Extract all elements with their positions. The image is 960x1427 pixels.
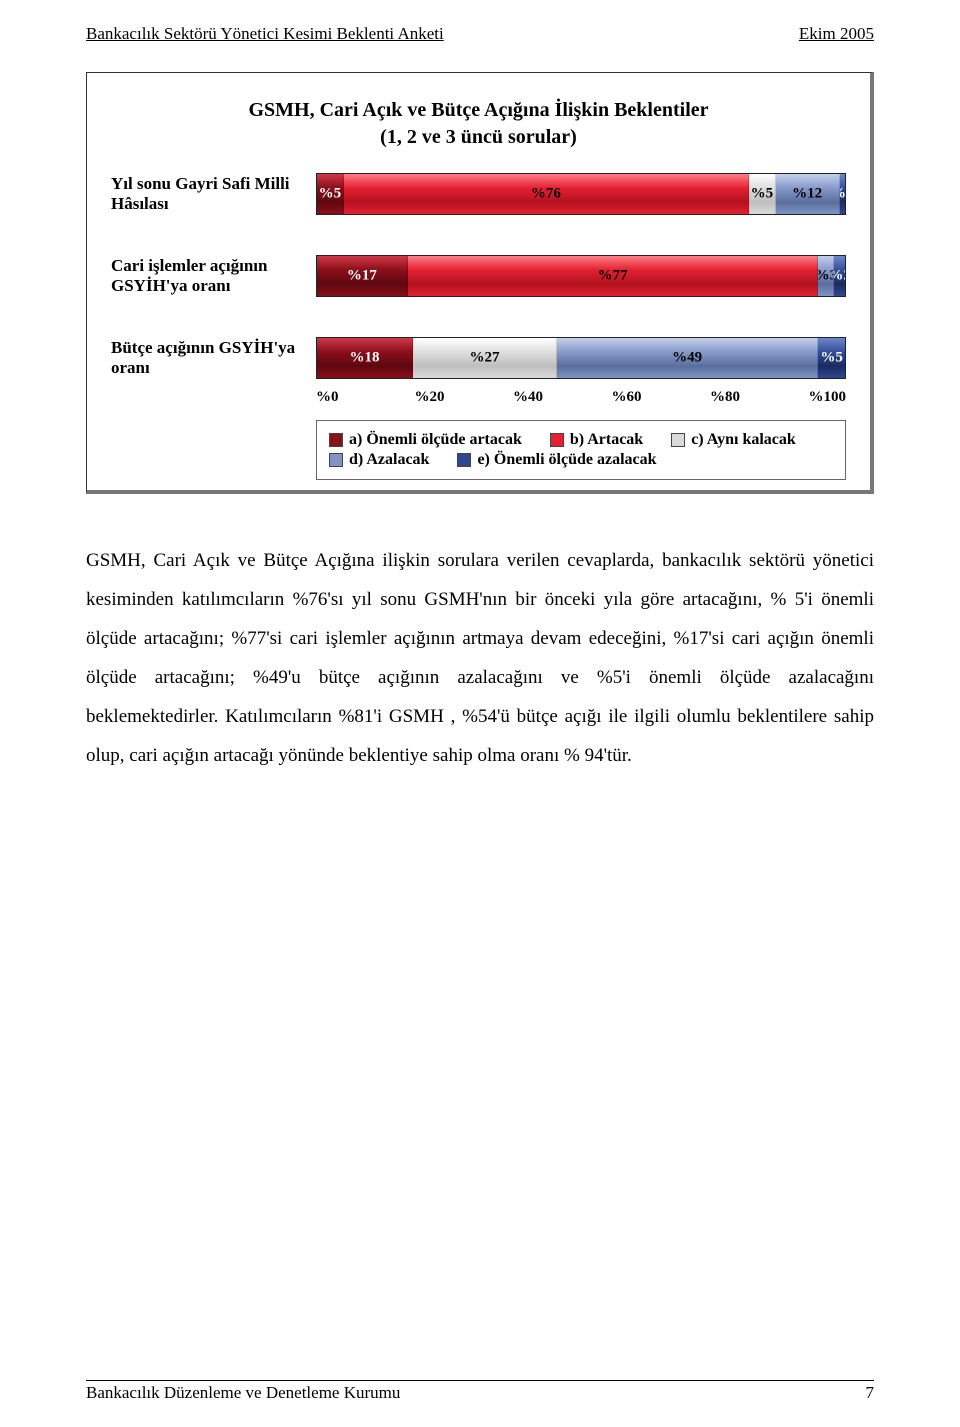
swatch-d [329,453,343,467]
bar-segment-a: %18 [317,338,413,378]
bar-segment-c: %5 [749,174,776,214]
swatch-b [550,433,564,447]
bar-segment-label: %76 [531,186,561,203]
bar-segment-label: %12 [792,186,822,203]
legend-item-e: e) Önemli ölçüde azalacak [457,451,656,469]
chart-title: GSMH, Cari Açık ve Bütçe Açığına İlişkin… [111,97,846,151]
chart-legend: a) Önemli ölçüde artacak b) Artacak c) A… [316,420,846,480]
header-right: Ekim 2005 [799,24,874,44]
chart-row: Cari işlemler açığının GSYİH'ya oranı%17… [111,255,846,297]
axis-tick: %100 [809,389,847,406]
footer-page-number: 7 [866,1383,875,1403]
legend-label-b: b) Artacak [570,431,643,449]
chart-container: GSMH, Cari Açık ve Bütçe Açığına İlişkin… [86,72,874,494]
bar-segment-d: %3 [818,256,834,296]
bar-segment-label: %2 [834,268,845,285]
axis-tick: %20 [415,389,514,406]
axis-tick: %40 [513,389,612,406]
bar-segment-label: %5 [319,186,342,203]
swatch-c [671,433,685,447]
legend-label-c: c) Aynı kalacak [691,431,796,449]
axis-tick: %0 [316,389,415,406]
bar-segment-a: %5 [317,174,344,214]
bar-segment-a: %17 [317,256,408,296]
chart-title-line1: GSMH, Cari Açık ve Bütçe Açığına İlişkin… [249,99,709,121]
bar-segment-label: %18 [350,350,380,367]
legend-item-c: c) Aynı kalacak [671,431,796,449]
chart-x-axis: %0%20%40%60%80%100 [316,389,846,406]
bar-segment-label: %3 [818,268,834,285]
chart-row-label: Cari işlemler açığının GSYİH'ya oranı [111,256,316,296]
bar-segment-e: %1 [840,174,845,214]
bar-segment-label: %77 [597,268,627,285]
stacked-bar: %18 %27 %49 %5 [316,337,846,379]
axis-tick: %60 [612,389,711,406]
page-footer: Bankacılık Düzenleme ve Denetleme Kurumu… [86,1380,874,1403]
chart-row-label: Bütçe açığının GSYİH'ya oranı [111,338,316,378]
bar-segment-label: %49 [672,350,702,367]
stacked-bar: %17 %77 %3%2 [316,255,846,297]
chart-row: Yıl sonu Gayri Safi Milli Hâsılası%5%76%… [111,173,846,215]
bar-segment-d: %12 [776,174,840,214]
legend-label-d: d) Azalacak [349,451,429,469]
axis-tick: %80 [710,389,809,406]
bar-segment-b: %77 [408,256,819,296]
swatch-e [457,453,471,467]
swatch-a [329,433,343,447]
chart-row-label: Yıl sonu Gayri Safi Milli Hâsılası [111,174,316,214]
legend-label-a: a) Önemli ölçüde artacak [349,431,522,449]
header-left: Bankacılık Sektörü Yönetici Kesimi Bekle… [86,24,444,44]
bar-segment-b: %76 [344,174,749,214]
bar-segment-c: %27 [413,338,557,378]
page-header: Bankacılık Sektörü Yönetici Kesimi Bekle… [86,24,874,44]
body-paragraph-text: GSMH, Cari Açık ve Bütçe Açığına ilişkin… [86,550,874,766]
bar-segment-label: %5 [820,350,843,367]
legend-label-e: e) Önemli ölçüde azalacak [477,451,656,469]
legend-item-a: a) Önemli ölçüde artacak [329,431,522,449]
chart-title-line2: (1, 2 ve 3 üncü sorular) [380,126,577,148]
legend-item-d: d) Azalacak [329,451,429,469]
bar-segment-d: %49 [557,338,818,378]
bar-segment-e: %2 [834,256,845,296]
bar-segment-e: %5 [818,338,845,378]
bar-segment-label: %27 [470,350,500,367]
bar-segment-label: %17 [347,268,377,285]
bar-segment-label: %1 [840,186,845,203]
bar-segment-label: %5 [751,186,774,203]
chart-row: Bütçe açığının GSYİH'ya oranı %18 %27 %49 %5 [111,337,846,379]
stacked-bar: %5 %76 %5 %12 %1 [316,173,846,215]
legend-item-b: b) Artacak [550,431,643,449]
footer-left: Bankacılık Düzenleme ve Denetleme Kurumu [86,1383,400,1403]
body-paragraph: GSMH, Cari Açık ve Bütçe Açığına ilişkin… [86,542,874,776]
